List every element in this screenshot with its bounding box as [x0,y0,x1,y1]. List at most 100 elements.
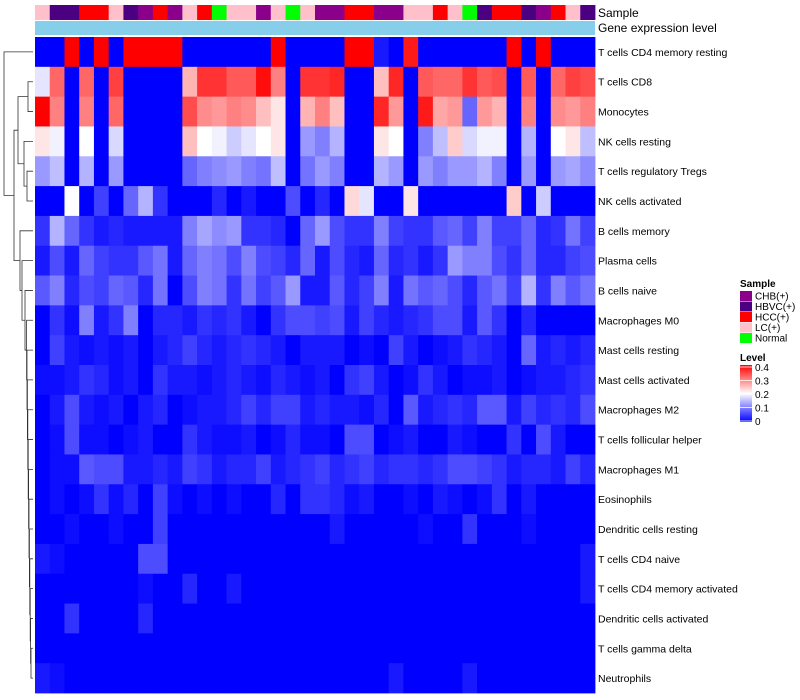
heatmap-cell [226,424,242,455]
heatmap-cell [300,305,316,336]
heatmap-cell [256,335,272,366]
heatmap-cell [536,365,552,396]
heatmap-cell [373,573,390,604]
heatmap-cell [226,126,242,157]
dendrogram-branch [30,618,33,664]
heatmap-cell [521,424,537,455]
heatmap-cell [152,275,169,306]
heatmap-cell [477,156,493,187]
heatmap-cell [79,484,95,515]
heatmap-cell [64,66,80,98]
legend-level-title: Level [740,353,766,364]
heatmap-cell [477,186,493,217]
heatmap-cell [64,305,80,336]
heatmap-cell [182,543,198,575]
heatmap-cell [536,126,552,157]
heatmap-cell [506,603,522,634]
heatmap-cell [329,96,345,127]
heatmap-cell [580,245,596,276]
heatmap-cell [35,96,51,127]
heatmap-cell [182,305,198,336]
heatmap-cell [35,633,51,664]
heatmap-cell [152,305,169,336]
heatmap-cell [373,543,390,575]
legend-swatch [740,291,752,301]
heatmap-cell [447,66,463,98]
heatmap-cell [359,394,375,426]
heatmap-cell [182,335,198,366]
sample-annotation-cell [344,5,360,20]
heatmap-cell [35,394,51,426]
heatmap-cell [270,335,286,366]
heatmap-cell [536,484,552,515]
heatmap-cell [359,663,375,694]
heatmap-cell [226,573,242,604]
heatmap-cell [138,514,154,545]
heatmap-cell [167,663,183,694]
heatmap-cell [138,156,154,187]
heatmap-cell [211,424,227,455]
heatmap-cell [270,245,286,276]
heatmap-cell [167,66,183,98]
heatmap-cell [388,156,404,187]
heatmap-cell [418,454,434,485]
heatmap-cell [521,454,537,485]
heatmap-cell [536,424,552,455]
row-label: T cells CD8 [598,77,652,89]
heatmap-cell [580,484,596,515]
heatmap-cell [329,603,345,634]
heatmap-cell [93,603,110,634]
heatmap-cell [270,96,286,127]
heatmap-cell [565,424,581,455]
heatmap-cell [270,514,286,545]
heatmap-cell [167,37,183,68]
heatmap-cell [285,156,301,187]
heatmap-cell [447,156,463,187]
heatmap-cell [403,394,419,426]
heatmap-cell [256,215,272,247]
heatmap-cell [344,126,360,157]
heatmap-cell [491,66,507,98]
heatmap-cell [182,663,198,694]
heatmap-cell [270,186,286,217]
heatmap-cell [477,633,493,664]
heatmap-cell [462,365,478,396]
heatmap-cell [462,305,478,336]
row-label: Macrophages M0 [598,315,679,327]
heatmap-cell [64,215,80,247]
heatmap-cell [93,37,110,68]
sample-annotation-cell [256,5,272,20]
heatmap-cell [388,603,404,634]
heatmap-cell [344,66,360,98]
heatmap-cell [123,543,139,575]
heatmap-cell [373,663,390,694]
heatmap-cell [241,66,257,98]
heatmap-cell [270,156,286,187]
heatmap-cell [123,335,139,366]
heatmap-cell [152,156,169,187]
heatmap-cell [285,365,301,396]
heatmap-cell [93,96,110,127]
heatmap-cell [373,365,390,396]
heatmap-cell [447,215,463,247]
heatmap-cell [64,96,80,127]
heatmap-cell [108,573,124,604]
heatmap-cell [447,424,463,455]
heatmap-cell [447,186,463,217]
heatmap-cell [359,484,375,515]
heatmap-cell [35,573,51,604]
heatmap-cell [477,215,493,247]
heatmap-cell [315,245,331,276]
heatmap-cell [536,633,552,664]
dendrogram-branch [17,96,28,165]
heatmap-cell [329,454,345,485]
heatmap-cell [226,514,242,545]
row-label: B cells naive [598,285,657,297]
heatmap-cell [432,186,449,217]
heatmap-cell [359,365,375,396]
heatmap-cell [285,126,301,157]
heatmap-cell [506,484,522,515]
heatmap-cell [285,573,301,604]
heatmap-cell [462,454,478,485]
heatmap-cell [315,186,331,217]
